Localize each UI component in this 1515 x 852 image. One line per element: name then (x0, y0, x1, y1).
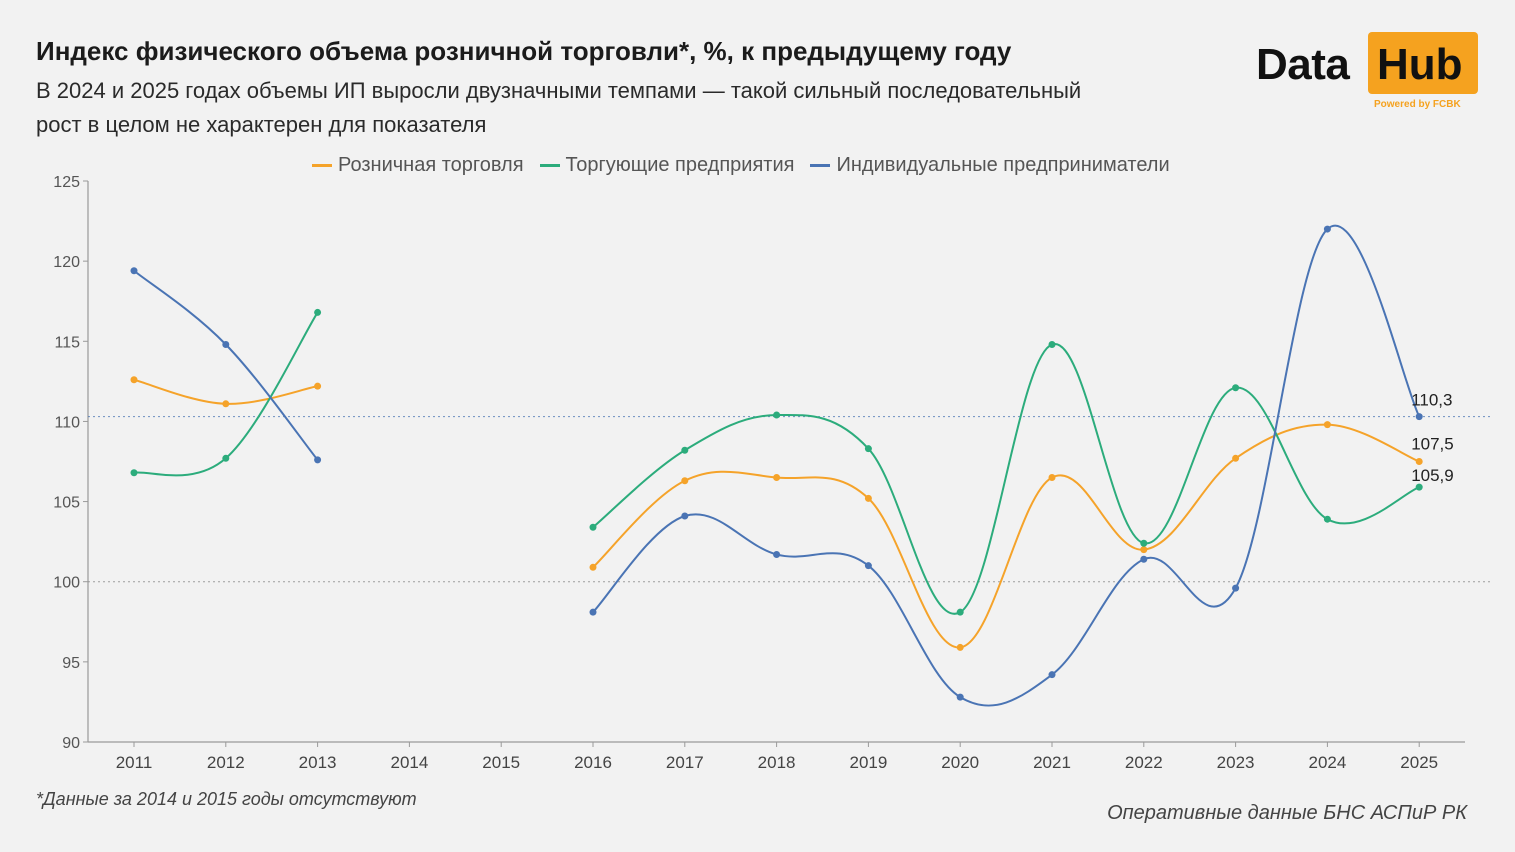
data-point-entrepreneurs (1323, 225, 1331, 233)
data-point-retail (589, 563, 597, 571)
data-point-enterprises (314, 308, 322, 316)
data-point-retail (1140, 546, 1148, 554)
data-point-retail (222, 400, 230, 408)
data-point-enterprises (1415, 483, 1423, 491)
x-tick-label: 2011 (116, 753, 153, 772)
data-point-retail (1323, 421, 1331, 429)
y-tick-label: 115 (54, 334, 80, 351)
legend-swatch-enterprises (539, 163, 560, 167)
series-line-enterprises (133, 311, 319, 477)
data-point-retail (1048, 474, 1056, 482)
x-tick-label: 2023 (1217, 753, 1255, 772)
end-label-enterprises: 105,9 (1411, 466, 1454, 485)
data-point-retail (130, 376, 138, 384)
data-point-enterprises (956, 608, 964, 616)
x-tick-label: 2015 (482, 753, 520, 772)
legend-label-entrepreneurs: Индивидуальные предприниматели (836, 153, 1170, 176)
x-tick-label: 2020 (941, 753, 979, 772)
series-line-retail (133, 378, 318, 405)
logo-hub-background (1368, 32, 1478, 94)
logo-word-hub: Hub (1377, 40, 1463, 89)
data-source: Оперативные данные БНС АСПиР РК (1107, 802, 1467, 824)
legend-label-enterprises: Торгующие предприятия (565, 153, 795, 176)
data-point-enterprises (1048, 340, 1056, 348)
data-point-retail (864, 494, 872, 502)
logo-tagline: Powered by FCBK (1374, 99, 1461, 110)
data-point-enterprises (589, 523, 597, 531)
data-point-entrepreneurs (773, 550, 781, 558)
data-point-entrepreneurs (222, 340, 230, 348)
x-tick-label: 2018 (758, 753, 796, 772)
data-point-entrepreneurs (1232, 584, 1240, 592)
x-tick-label: 2012 (207, 753, 245, 772)
data-point-entrepreneurs (589, 608, 597, 616)
y-tick-label: 90 (62, 735, 80, 752)
series-line-entrepreneurs (133, 269, 319, 461)
end-label-entrepreneurs: 110,3 (1411, 391, 1452, 410)
legend-item-retail: Розничная торговля (312, 154, 524, 177)
data-point-entrepreneurs (681, 512, 689, 520)
series-line-enterprises (592, 343, 1420, 615)
data-point-retail (773, 474, 781, 482)
data-point-retail (1232, 454, 1240, 462)
legend-swatch-retail (312, 163, 332, 167)
datahub-logo: Data Hub Powered by FCBK (1256, 30, 1480, 114)
y-tick-label: 95 (62, 655, 80, 672)
logo-word-data: Data (1256, 40, 1350, 89)
series-line-retail (592, 423, 1420, 649)
data-point-entrepreneurs (956, 693, 964, 701)
y-tick-label: 110 (54, 414, 80, 431)
data-point-enterprises (1140, 539, 1148, 547)
data-point-entrepreneurs (1048, 671, 1056, 679)
data-point-enterprises (222, 454, 230, 462)
data-point-enterprises (1323, 515, 1331, 523)
y-tick-label: 100 (53, 575, 80, 592)
data-point-retail (956, 643, 964, 651)
chart-legend: Розничная торговля Торгующие предприятия… (312, 152, 1170, 178)
legend-item-enterprises: Торгующие предприятия (539, 153, 795, 177)
x-tick-label: 2014 (390, 753, 428, 772)
data-point-enterprises (773, 411, 781, 419)
data-point-enterprises (864, 445, 872, 453)
data-point-entrepreneurs (864, 562, 872, 570)
chart-title: Индекс физического объема розничной торг… (36, 36, 1012, 66)
end-label-retail: 107,5 (1411, 435, 1454, 454)
data-point-entrepreneurs (1140, 555, 1148, 563)
x-tick-label: 2017 (666, 753, 704, 772)
data-point-entrepreneurs (1415, 413, 1423, 421)
legend-label-retail: Розничная торговля (338, 153, 524, 176)
data-point-retail (681, 477, 689, 485)
data-point-entrepreneurs (314, 456, 322, 464)
x-tick-label: 2013 (299, 753, 337, 772)
x-tick-label: 2024 (1308, 753, 1346, 772)
data-point-entrepreneurs (130, 267, 138, 275)
y-tick-label: 105 (53, 495, 80, 512)
legend-swatch-entrepreneurs (810, 163, 831, 167)
x-tick-label: 2021 (1033, 753, 1071, 772)
x-tick-label: 2016 (574, 753, 612, 772)
y-tick-label: 125 (53, 174, 80, 191)
data-point-retail (1415, 458, 1423, 465)
x-tick-label: 2019 (849, 753, 887, 772)
legend-item-entrepreneurs: Индивидуальные предприниматели (810, 153, 1170, 177)
data-point-enterprises (681, 446, 689, 454)
footnote: *Данные за 2014 и 2015 годы отсутствуют (36, 789, 417, 809)
x-tick-label: 2025 (1400, 753, 1438, 772)
data-point-retail (314, 382, 322, 390)
series-line-entrepreneurs (592, 224, 1421, 707)
chart-subtitle: В 2024 и 2025 годах объемы ИП выросли дв… (36, 78, 1082, 137)
y-tick-label: 120 (53, 254, 80, 271)
x-tick-label: 2022 (1125, 753, 1163, 772)
data-point-enterprises (130, 469, 138, 477)
data-point-enterprises (1232, 384, 1240, 392)
